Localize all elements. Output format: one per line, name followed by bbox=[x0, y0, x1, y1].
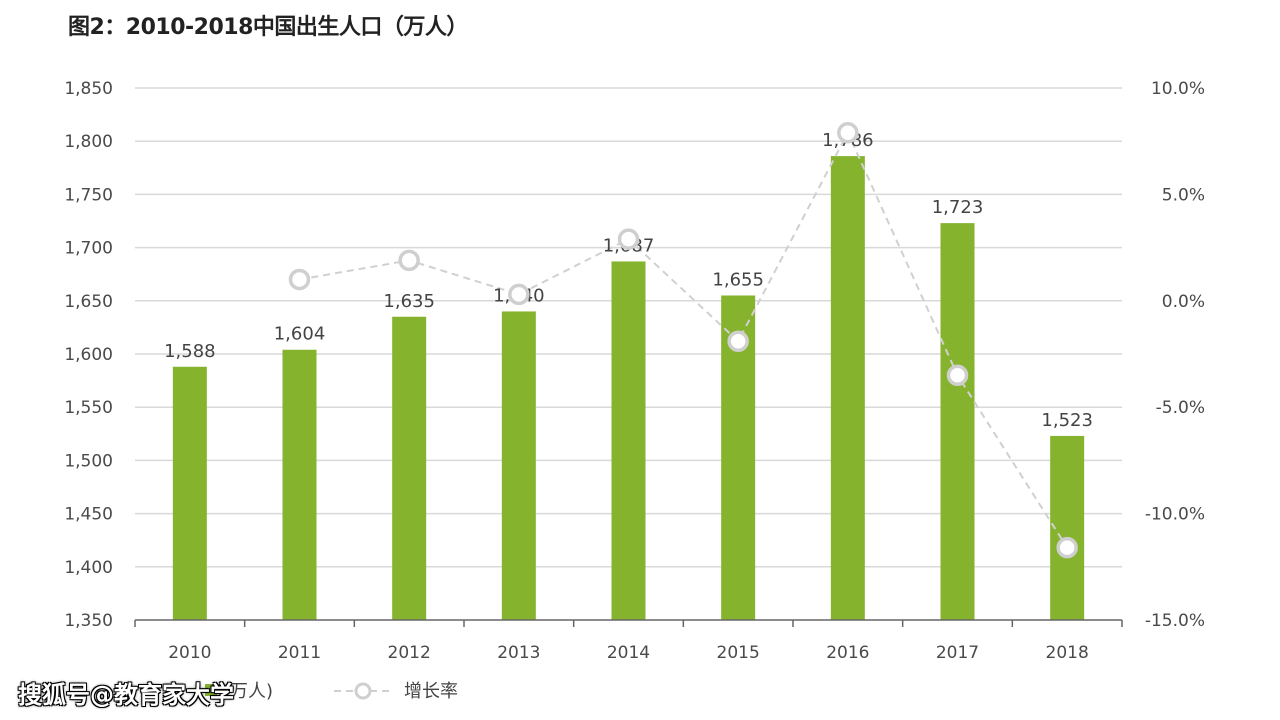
x-tick-label: 2012 bbox=[388, 643, 431, 663]
y-left-tick-label: 1,500 bbox=[64, 451, 113, 471]
x-tick-label: 2015 bbox=[717, 643, 760, 663]
y-left-tick-label: 1,750 bbox=[64, 185, 113, 205]
y-right-tick-label: -15.0% bbox=[1145, 611, 1205, 631]
legend-label-growth: 增长率 bbox=[404, 681, 458, 702]
y-left-tick-label: 1,450 bbox=[64, 505, 113, 525]
bar bbox=[1050, 435, 1085, 620]
bar-value-label: 1,588 bbox=[164, 341, 216, 362]
growth-rate-point bbox=[288, 268, 311, 291]
x-tick-label: 2017 bbox=[936, 643, 979, 663]
y-right-tick-label: 0.0% bbox=[1162, 292, 1205, 312]
bar-value-label: 1,604 bbox=[274, 324, 326, 345]
growth-rate-point bbox=[508, 283, 530, 306]
bar-value-label: 1,655 bbox=[712, 269, 764, 290]
y-right-tick-label: -5.0% bbox=[1156, 398, 1205, 418]
bar-value-label: 1,723 bbox=[932, 197, 984, 218]
y-left-tick-label: 1,350 bbox=[64, 611, 113, 631]
bar-value-label: 1,523 bbox=[1041, 410, 1093, 431]
growth-rate-point bbox=[727, 330, 749, 352]
x-tick-label: 2013 bbox=[497, 643, 540, 663]
y-left-tick-label: 1,650 bbox=[64, 292, 113, 312]
growth-rate-point bbox=[1056, 536, 1078, 559]
y-right-tick-label: -10.0% bbox=[1145, 505, 1205, 525]
bar-value-label: 1,635 bbox=[383, 291, 435, 312]
y-left-tick-label: 1,700 bbox=[64, 239, 113, 259]
legend-bar-swatch bbox=[205, 684, 217, 696]
growth-rate-line bbox=[299, 130, 1069, 549]
x-tick-label: 2018 bbox=[1046, 643, 1089, 663]
chart-title: 图2：2010-2018中国出生人口（万人） bbox=[68, 15, 468, 40]
y-left-tick-label: 1,600 bbox=[64, 345, 113, 365]
x-tick-label: 2010 bbox=[168, 643, 211, 663]
y-right-tick-label: 10.0% bbox=[1151, 79, 1205, 99]
y-left-tick-label: 1,400 bbox=[64, 558, 113, 578]
bar bbox=[830, 156, 865, 620]
growth-rate-point bbox=[617, 228, 640, 250]
bar bbox=[611, 261, 646, 620]
bar bbox=[172, 366, 207, 620]
growth-rate-point bbox=[398, 249, 420, 272]
y-right-tick-label: 5.0% bbox=[1162, 185, 1205, 205]
growth-rate-point bbox=[946, 364, 969, 387]
x-tick-label: 2014 bbox=[607, 643, 650, 663]
x-tick-label: 2011 bbox=[278, 643, 321, 663]
bar bbox=[940, 223, 975, 621]
legend-marker bbox=[354, 682, 372, 700]
watermark: 搜狐号@教育家大学 bbox=[18, 681, 234, 709]
legend-label-births: (万人) bbox=[223, 681, 273, 702]
bar bbox=[501, 311, 536, 620]
x-tick-label: 2016 bbox=[826, 643, 869, 663]
y-left-tick-label: 1,550 bbox=[64, 398, 113, 418]
growth-rate-point bbox=[837, 121, 859, 144]
bar bbox=[282, 349, 317, 620]
bar bbox=[392, 316, 427, 620]
y-left-tick-label: 1,800 bbox=[64, 132, 113, 152]
y-left-tick-label: 1,850 bbox=[64, 79, 113, 99]
